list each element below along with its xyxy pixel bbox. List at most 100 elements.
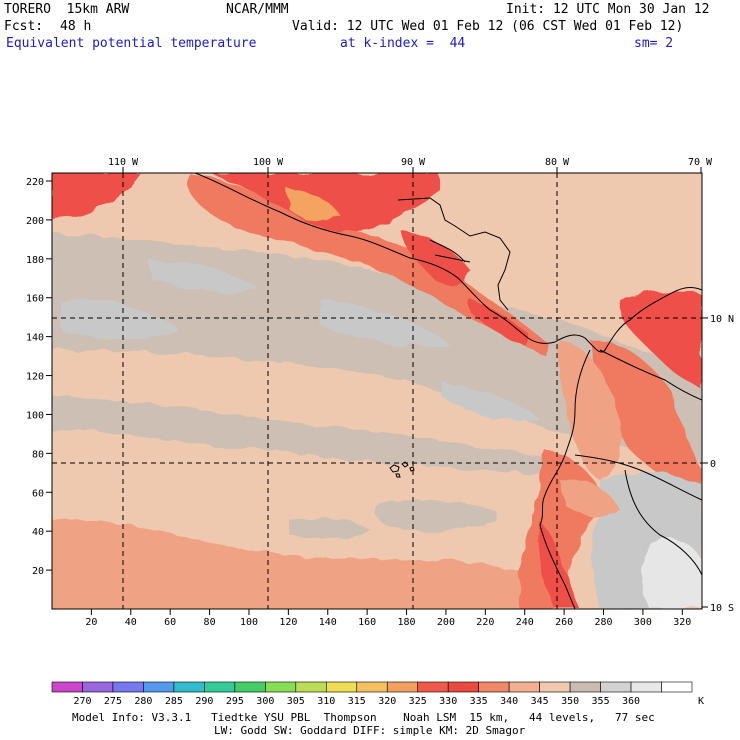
colorbar-unit: K	[698, 696, 704, 707]
peru-brazil-border	[624, 469, 702, 576]
colorbar-label: 280	[134, 696, 152, 707]
colombia-venezuela-border	[599, 349, 702, 401]
field-patch-355-northwest	[150, 260, 260, 292]
colorbar-swatch	[51, 681, 83, 693]
field-band-350-central	[52, 395, 560, 475]
colorbar-swatch	[661, 681, 693, 693]
colorbar-labels: 270 275 280 285 290 295 300 305 310 315 320 325 330 3…	[73, 696, 640, 707]
colorbar-swatch	[447, 681, 479, 693]
colorbar-swatch	[234, 681, 266, 693]
colorbar-swatch	[325, 681, 358, 693]
x-tick-label: 240	[516, 617, 534, 628]
x-tick-label: 60	[164, 617, 176, 628]
field-band-335-colombia	[590, 340, 702, 500]
x-index-ticks: 20 40 60 80 100 120 140 160 180 200 220 240 260 280 30…	[85, 609, 691, 628]
x-tick-label: 180	[398, 617, 416, 628]
x-tick-label: 120	[279, 617, 297, 628]
x-tick-label: 40	[125, 617, 137, 628]
central-america-borders	[429, 239, 471, 263]
field-band-340-south	[52, 519, 555, 609]
colorbar-label: 305	[287, 696, 305, 707]
y-tick-label: 40	[32, 527, 44, 538]
lat-label-equator: 0	[710, 459, 716, 470]
caribbean-coast-central-america	[397, 197, 511, 311]
colorbar-swatch	[265, 681, 297, 693]
init-time: Init: 12 UTC Mon 30 Jan 12	[506, 2, 710, 17]
colorbar-label: 350	[561, 696, 579, 707]
field-patch-320-mexico	[288, 190, 340, 221]
field-band-330-northwest	[52, 173, 140, 218]
field-patch-355-east	[440, 380, 540, 421]
forecast-hour: 48 h	[60, 19, 92, 34]
colorbar-label: 285	[165, 696, 183, 707]
y-tick-label: 100	[26, 410, 44, 421]
model-name: TORERO 15km ARW	[4, 2, 130, 17]
x-tick-label: 280	[594, 617, 612, 628]
colorbar-swatch	[82, 681, 114, 693]
y-tick-label: 140	[26, 333, 44, 344]
field-patch-355-west	[60, 299, 180, 340]
colorbar-swatch	[630, 681, 662, 693]
lat-label-10n: 10 N	[710, 314, 734, 325]
lon-label-90w: 90 W	[401, 157, 426, 168]
x-tick-label: 320	[673, 617, 691, 628]
colorbar-label: 290	[195, 696, 213, 707]
colorbar-label: 320	[378, 696, 396, 707]
field-band-335-central-america	[187, 173, 551, 355]
lon-label-70w: 70 W	[688, 157, 713, 168]
colorbar-label: 340	[500, 696, 518, 707]
colorbar-swatch	[295, 681, 327, 693]
x-tick-label: 20	[85, 617, 97, 628]
lon-label-100w: 100 W	[253, 157, 284, 168]
colorbar-label: 315	[348, 696, 366, 707]
field-patch-350-west	[376, 499, 500, 532]
map-frame	[51, 172, 703, 610]
lon-label-80w: 80 W	[545, 157, 570, 168]
coastlines	[194, 173, 702, 609]
valid-time: Valid: 12 UTC Wed 01 Feb 12 (06 CST Wed …	[292, 19, 684, 34]
field-patch-355-central	[320, 300, 450, 347]
smoothing-info: sm= 2	[634, 36, 674, 51]
latitude-labels: 10 N 0 10 S	[702, 314, 734, 614]
y-tick-label: 180	[26, 255, 44, 266]
lon-label-110w: 110 W	[108, 157, 139, 168]
y-tick-label: 220	[26, 177, 44, 188]
colorbar-swatch	[356, 681, 388, 693]
panama-colombia-coast	[554, 287, 702, 353]
x-tick-label: 300	[634, 617, 652, 628]
colorbar-swatch	[569, 681, 601, 693]
colorbar-label: 345	[531, 696, 549, 707]
colorbar-swatch	[417, 681, 449, 693]
lat-label-10s: 10 S	[710, 603, 734, 614]
south-america-pacific-coast	[539, 349, 591, 609]
forecast-label: Fcst:	[4, 19, 44, 34]
field-band-350-north	[52, 232, 702, 466]
colorbar-label: 335	[470, 696, 488, 707]
colorbar	[51, 681, 693, 693]
y-tick-label: 80	[32, 449, 44, 460]
x-tick-label: 200	[437, 617, 455, 628]
colorbar-label: 300	[256, 696, 274, 707]
x-tick-label: 140	[319, 617, 337, 628]
colorbar-label: 355	[592, 696, 610, 707]
x-tick-label: 260	[555, 617, 573, 628]
x-tick-label: 220	[476, 617, 494, 628]
colorbar-label: 360	[622, 696, 640, 707]
y-tick-label: 60	[32, 488, 44, 499]
y-tick-label: 200	[26, 216, 44, 227]
colorbar-label: 275	[104, 696, 122, 707]
y-tick-label: 120	[26, 372, 44, 383]
field-band-330-costa-rica	[470, 300, 530, 345]
level-info: at k-index = 44	[340, 36, 466, 51]
colorbar-label: 330	[439, 696, 457, 707]
colorbar-label: 295	[226, 696, 244, 707]
x-tick-label: 100	[240, 617, 258, 628]
field-band-360-amazon	[642, 538, 702, 609]
pacific-coast-central-america	[194, 173, 556, 344]
colombia-peru-border	[574, 454, 702, 501]
field-patch-350-south	[290, 518, 370, 539]
colorbar-swatch	[539, 681, 571, 693]
colorbar-label: 325	[409, 696, 427, 707]
colorbar-swatch	[204, 681, 236, 693]
